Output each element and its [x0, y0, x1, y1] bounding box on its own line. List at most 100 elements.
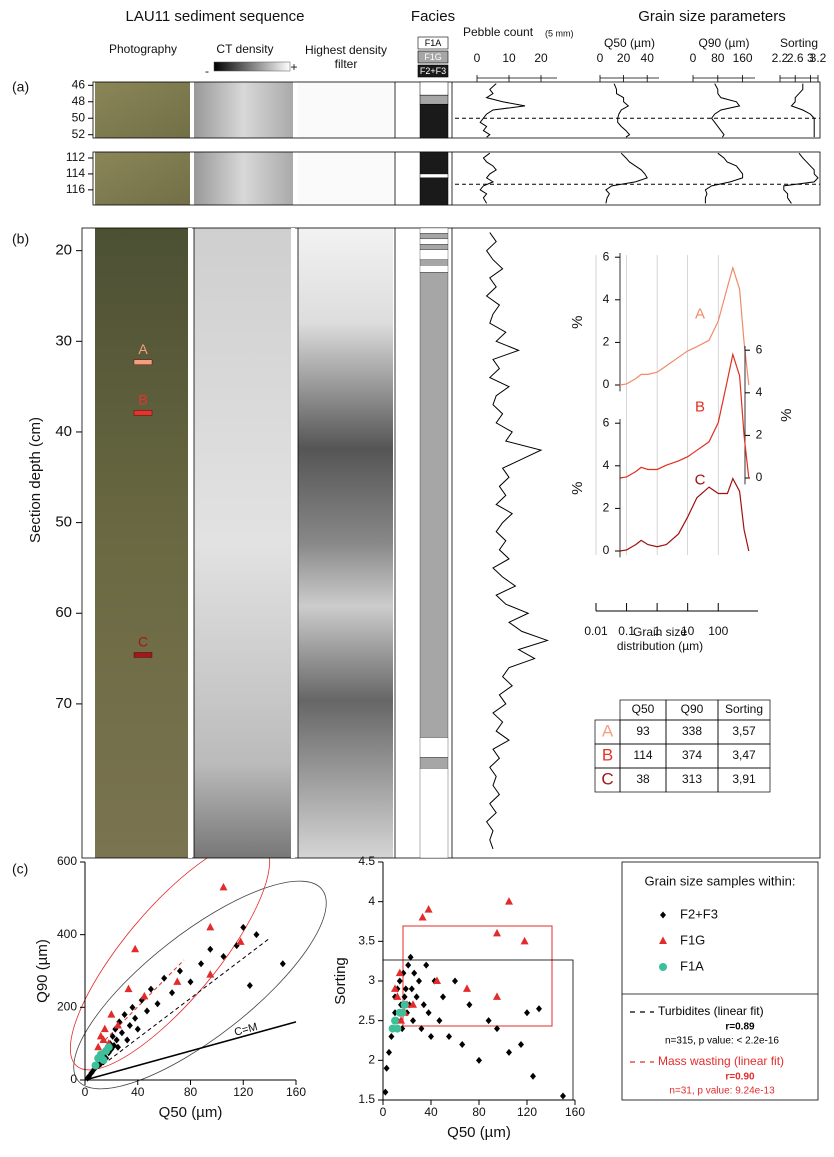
tick-label: 400 [57, 927, 77, 941]
tick-label: 46 [72, 77, 86, 91]
tick-label: 20 [534, 51, 548, 65]
point [114, 1043, 121, 1051]
point [520, 936, 529, 945]
grain-title: Grain size parameters [638, 8, 786, 25]
tick-label: 116 [66, 182, 85, 196]
point [113, 1036, 120, 1044]
point [246, 982, 253, 990]
point [493, 928, 501, 937]
axis-label: Section depth (cm) [27, 417, 44, 543]
profile [710, 83, 741, 138]
tick-label: 0 [82, 1085, 89, 1099]
point [391, 1016, 399, 1025]
facies-segment [419, 272, 449, 738]
photo [95, 152, 190, 205]
tick-label: 0 [474, 51, 481, 65]
point [409, 1000, 417, 1008]
frame [92, 81, 821, 139]
label: C [138, 634, 148, 650]
gsd-curve [619, 477, 750, 552]
filter-title: Highest density filter [304, 43, 388, 71]
legend-marker [660, 911, 666, 919]
filter-image [298, 82, 393, 138]
point [198, 960, 205, 968]
point [99, 1056, 108, 1065]
point [416, 977, 422, 985]
point [124, 1036, 131, 1044]
tick-label: 112 [66, 150, 85, 164]
point [418, 913, 427, 921]
tick-label: 40 [424, 1105, 438, 1119]
facies-segment [419, 265, 449, 273]
profile [790, 83, 815, 138]
table-text: 3,91 [732, 772, 756, 786]
ct-title: CT density [216, 42, 273, 56]
label: F1A [425, 38, 442, 48]
legend-label: F1A [680, 958, 704, 973]
table-text: 374 [682, 748, 702, 762]
point [220, 952, 227, 960]
tick-label: 20 [617, 51, 631, 65]
point [391, 984, 399, 992]
series-label: B [695, 399, 705, 416]
frame [92, 151, 821, 206]
point [279, 960, 286, 968]
point [147, 985, 154, 993]
tick-label: 0 [603, 377, 610, 391]
tick-label: 0 [597, 51, 604, 65]
tick-label: 0 [380, 1105, 387, 1119]
table-text: B [602, 745, 613, 764]
point [94, 1042, 103, 1051]
facies-segment [419, 94, 449, 105]
point [84, 1074, 91, 1082]
panel-label: (c) [12, 861, 28, 877]
fit-annotations [69, 839, 574, 1101]
point [206, 922, 215, 931]
turbidite-fit [91, 937, 271, 1074]
tick-label: 160 [286, 1085, 306, 1099]
point [408, 985, 415, 993]
reference-line [84, 1021, 297, 1081]
point [424, 905, 433, 913]
point [143, 1007, 150, 1015]
point [452, 977, 458, 985]
point [388, 1033, 395, 1041]
tick-label: 80 [184, 1085, 198, 1099]
facies-title: Facies [411, 8, 455, 25]
facies-segment [419, 737, 449, 758]
facies-key [417, 36, 449, 50]
tick-label: 114 [66, 166, 85, 180]
point [206, 970, 215, 978]
label: Pebble count [463, 25, 534, 39]
table-text: 338 [682, 724, 702, 738]
point [405, 961, 412, 969]
legend-label: F1G [680, 932, 705, 947]
point [407, 953, 414, 961]
point [505, 897, 513, 905]
facies-segment [419, 244, 449, 250]
facies-segment [419, 227, 449, 234]
point [524, 1009, 530, 1017]
tick-label: 2 [603, 335, 610, 349]
point [109, 1032, 116, 1040]
point [129, 1003, 136, 1011]
ct-max: + [290, 60, 297, 74]
point [494, 1025, 500, 1033]
point [113, 1021, 122, 1029]
point [485, 1017, 492, 1025]
tick-label: 80 [472, 1105, 486, 1119]
point [433, 976, 441, 984]
legend-label: F2+F3 [680, 906, 718, 921]
legend-marker [659, 963, 667, 971]
table-text: 3,47 [732, 748, 756, 762]
ct-min: - [205, 64, 209, 78]
tick-label: 2 [368, 1053, 375, 1067]
header-title: LAU11 sediment sequence [125, 8, 304, 25]
tick-label: 6 [603, 415, 610, 429]
point [413, 993, 420, 1001]
point [176, 967, 183, 975]
point [506, 1048, 512, 1056]
ct-image [194, 152, 293, 205]
legend-box [621, 861, 819, 1101]
